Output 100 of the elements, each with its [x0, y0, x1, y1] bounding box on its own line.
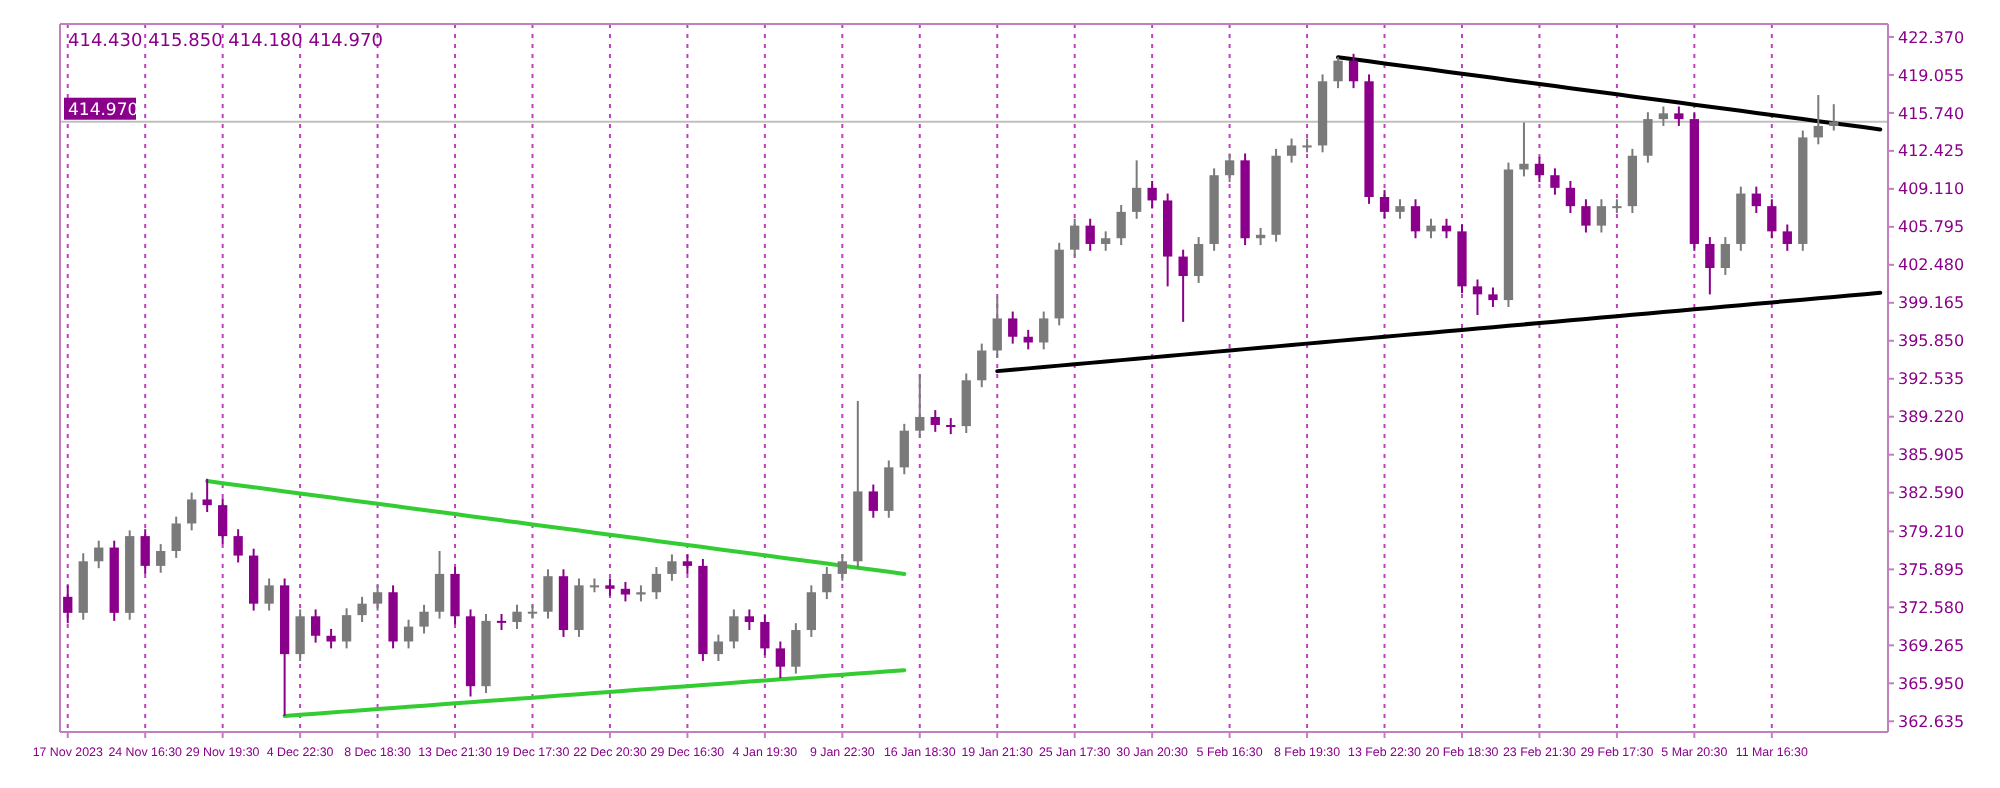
- candlestick: [1643, 111, 1653, 164]
- candlestick: [512, 603, 522, 630]
- y-tick-label: 365.950: [1898, 674, 1965, 693]
- candlestick: [357, 595, 367, 624]
- candlestick: [156, 543, 166, 574]
- y-tick-label: 422.370: [1898, 28, 1965, 47]
- candlestick: [806, 584, 816, 638]
- candlestick: [1705, 236, 1715, 296]
- candlestick: [372, 584, 383, 612]
- candlestick: [729, 608, 739, 650]
- candlestick: [341, 607, 352, 650]
- candlestick: [63, 584, 73, 625]
- candlestick: [1581, 198, 1591, 234]
- candlestick: [1829, 103, 1839, 132]
- candlestick: [1426, 217, 1436, 240]
- candlestick: [992, 295, 1002, 359]
- candlestick: [1178, 248, 1188, 323]
- candlestick: [171, 515, 181, 559]
- candlestick: [419, 603, 429, 635]
- ref-line-label: 414.970: [68, 100, 139, 121]
- y-tick-label: 379.210: [1898, 523, 1965, 541]
- candlestick: [791, 622, 801, 675]
- candlestick: [682, 553, 693, 575]
- candlestick: [1472, 278, 1483, 316]
- candlestick: [775, 640, 785, 680]
- candlestick: [651, 566, 662, 601]
- y-tick-label: 405.795: [1898, 218, 1965, 237]
- candlestick: [1488, 286, 1498, 308]
- candlestick: [1658, 105, 1669, 127]
- candlestick: [1132, 159, 1142, 220]
- y-tick-label: 389.220: [1898, 408, 1965, 427]
- y-tick-label: 392.535: [1898, 370, 1965, 389]
- candlestick: [915, 373, 925, 439]
- candlestick: [1751, 185, 1761, 215]
- candlestick: [1410, 198, 1421, 240]
- candlestick: [1720, 236, 1730, 276]
- candlestick: [1039, 310, 1049, 351]
- candlestick: [1534, 155, 1545, 184]
- candlestick: [403, 618, 414, 650]
- y-tick-label: 409.110: [1898, 180, 1965, 199]
- candlestick: [218, 497, 228, 546]
- annotation: 414.430 415.850 414.180 414.970: [68, 32, 384, 52]
- y-tick-label: 369.265: [1898, 636, 1965, 655]
- candlestick: [1333, 56, 1343, 90]
- candlestick: [264, 577, 274, 612]
- candlestick: [202, 477, 212, 514]
- candlestick: [1565, 179, 1576, 215]
- candlestick: [140, 528, 150, 575]
- candlestick: [1550, 167, 1560, 196]
- candlestick: [450, 566, 460, 626]
- candlestick: [930, 409, 940, 433]
- candlestick: [1116, 204, 1126, 247]
- candlestick: [1348, 52, 1359, 90]
- candlestick: [543, 568, 553, 620]
- candlestick: [295, 608, 305, 662]
- candlestick: [1286, 137, 1297, 164]
- candlestick: [760, 614, 770, 657]
- candlestick: [1596, 198, 1607, 234]
- y-tick-label: 372.580: [1898, 598, 1965, 617]
- y-tick-label: 395.850: [1898, 332, 1965, 351]
- y-tick-label: 375.895: [1898, 560, 1965, 579]
- candlestick: [713, 633, 724, 662]
- y-tick-label: 385.905: [1898, 446, 1965, 465]
- candlestick: [233, 528, 243, 564]
- candlestick: [884, 459, 894, 519]
- y-tick-label: 399.165: [1898, 294, 1965, 313]
- candlestick: [434, 549, 445, 620]
- candlestick: [1147, 179, 1157, 210]
- candlestick: [667, 553, 677, 582]
- candlestick: [961, 372, 971, 434]
- candlestick: [1519, 121, 1529, 178]
- y-tick-label: 382.590: [1898, 484, 1965, 503]
- line-series: [282, 668, 907, 718]
- candlestick: [326, 627, 336, 650]
- candlestick: [1395, 198, 1405, 220]
- candlestick: [1085, 217, 1095, 252]
- candlestick: [822, 566, 832, 601]
- y-tick-label: 412.425: [1898, 142, 1965, 161]
- candlestick: [94, 539, 104, 570]
- candlestick: [187, 491, 197, 532]
- candlestick: [620, 580, 631, 603]
- candlestick: [310, 608, 321, 644]
- candlestick: [1101, 230, 1111, 252]
- candlestick: [1782, 223, 1792, 252]
- candlestick: [1193, 236, 1204, 284]
- candlestick: [868, 483, 878, 519]
- candlestick: [1008, 310, 1018, 345]
- candlestick: [977, 342, 987, 389]
- candlestick: [1379, 189, 1390, 220]
- line-series: [995, 290, 1883, 374]
- candlestick: [1674, 105, 1684, 127]
- y-tick-label: 362.635: [1898, 712, 1965, 731]
- candlestick: [837, 553, 847, 582]
- y-tick-label: 419.055: [1898, 66, 1965, 85]
- y-tick-label: 415.740: [1898, 104, 1965, 123]
- line-series: [205, 479, 907, 576]
- y-tick-label: 402.480: [1898, 256, 1965, 275]
- candlestick: [1767, 198, 1777, 240]
- candlestick: [1070, 217, 1080, 258]
- line-series: [1336, 55, 1883, 132]
